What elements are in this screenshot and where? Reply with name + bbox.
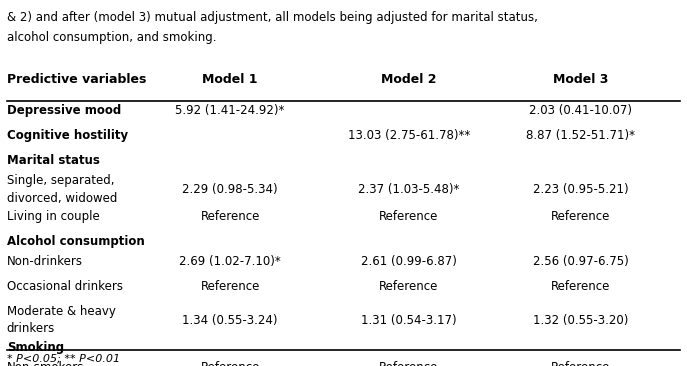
Text: 2.61 (0.99-6.87): 2.61 (0.99-6.87) (361, 255, 457, 268)
Text: Smoking: Smoking (7, 341, 64, 354)
Text: 2.29 (0.98-5.34): 2.29 (0.98-5.34) (182, 183, 278, 197)
Text: 2.23 (0.95-5.21): 2.23 (0.95-5.21) (532, 183, 629, 197)
Text: 5.92 (1.41-24.92)*: 5.92 (1.41-24.92)* (175, 104, 285, 117)
Text: 8.87 (1.52-51.71)*: 8.87 (1.52-51.71)* (526, 129, 635, 142)
Text: Model 2: Model 2 (381, 73, 436, 86)
Text: * P<0.05; ** P<0.01: * P<0.05; ** P<0.01 (7, 354, 120, 364)
Text: Reference: Reference (551, 280, 610, 293)
Text: 2.03 (0.41-10.07): 2.03 (0.41-10.07) (529, 104, 632, 117)
Text: Single, separated,: Single, separated, (7, 174, 114, 187)
Text: Reference: Reference (379, 210, 438, 223)
Text: Reference: Reference (551, 210, 610, 223)
Text: 13.03 (2.75-61.78)**: 13.03 (2.75-61.78)** (348, 129, 470, 142)
Text: Cognitive hostility: Cognitive hostility (7, 129, 128, 142)
Text: divorced, widowed: divorced, widowed (7, 192, 117, 205)
Text: alcohol consumption, and smoking.: alcohol consumption, and smoking. (7, 31, 216, 44)
Text: 1.34 (0.55-3.24): 1.34 (0.55-3.24) (182, 314, 278, 327)
Text: Reference: Reference (201, 361, 260, 366)
Text: Predictive variables: Predictive variables (7, 73, 146, 86)
Text: Reference: Reference (551, 361, 610, 366)
Text: Living in couple: Living in couple (7, 210, 100, 223)
Text: 2.69 (1.02-7.10)*: 2.69 (1.02-7.10)* (179, 255, 281, 268)
Text: Depressive mood: Depressive mood (7, 104, 121, 117)
Text: Model 1: Model 1 (203, 73, 258, 86)
Text: Marital status: Marital status (7, 154, 100, 167)
Text: 2.37 (1.03-5.48)*: 2.37 (1.03-5.48)* (358, 183, 460, 197)
Text: Reference: Reference (379, 361, 438, 366)
Text: 1.31 (0.54-3.17): 1.31 (0.54-3.17) (361, 314, 457, 327)
Text: 1.32 (0.55-3.20): 1.32 (0.55-3.20) (533, 314, 628, 327)
Text: Model 3: Model 3 (553, 73, 608, 86)
Text: Non-drinkers: Non-drinkers (7, 255, 83, 268)
Text: Moderate & heavy: Moderate & heavy (7, 305, 115, 318)
Text: 2.56 (0.97-6.75): 2.56 (0.97-6.75) (532, 255, 629, 268)
Text: Reference: Reference (201, 210, 260, 223)
Text: Non-smokers: Non-smokers (7, 361, 85, 366)
Text: Alcohol consumption: Alcohol consumption (7, 235, 145, 248)
Text: Reference: Reference (201, 280, 260, 293)
Text: Occasional drinkers: Occasional drinkers (7, 280, 123, 293)
Text: Reference: Reference (379, 280, 438, 293)
Text: & 2) and after (model 3) mutual adjustment, all models being adjusted for marita: & 2) and after (model 3) mutual adjustme… (7, 11, 538, 24)
Text: drinkers: drinkers (7, 322, 55, 336)
